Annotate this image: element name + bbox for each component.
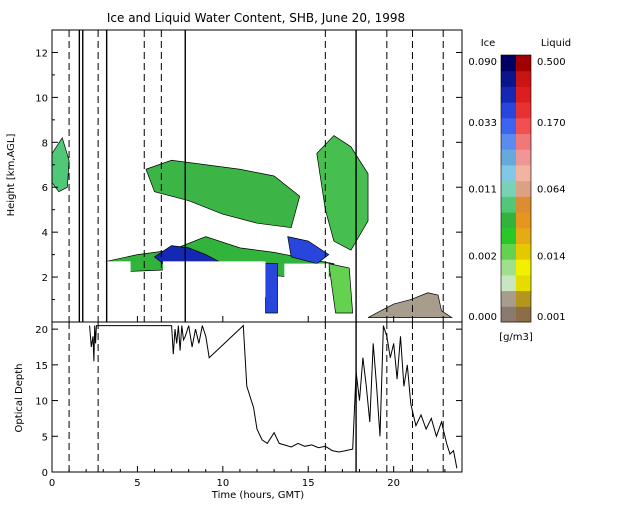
y-tick-label: 15 xyxy=(35,361,48,372)
colorbar-liquid-swatch xyxy=(516,227,531,244)
colorbar-liquid-swatch xyxy=(516,306,531,323)
top-y-axis-label: Height [km,AGL] xyxy=(6,134,17,217)
colorbar-liquid-swatch xyxy=(516,117,531,135)
y-tick-label: 2 xyxy=(42,273,48,284)
colorbar-units: [g/m3] xyxy=(499,332,533,343)
colorbar-ice-swatch xyxy=(501,274,516,292)
chart-title: Ice and Liquid Water Content, SHB, June … xyxy=(107,11,405,25)
y-tick-label: 10 xyxy=(35,93,48,104)
cloud-region xyxy=(287,236,330,264)
y-tick-label: 6 xyxy=(42,183,48,194)
colorbar-liquid-swatch xyxy=(516,133,531,150)
optical-depth-series-line xyxy=(89,324,458,469)
cloud-region xyxy=(316,135,369,251)
bottom-x-axis-label: Time (hours, GMT) xyxy=(211,490,305,501)
colorbar-ice-swatch xyxy=(501,196,516,213)
colorbar-ice-swatch xyxy=(501,259,516,276)
colorbar-liquid-swatch xyxy=(516,196,531,213)
colorbar-ice-label: Ice xyxy=(481,38,496,49)
colorbar-liquid-tick: 0.014 xyxy=(537,251,566,262)
x-tick-label: 15 xyxy=(302,478,315,489)
y-tick-label: 12 xyxy=(35,48,48,59)
colorbar-liquid-swatch xyxy=(516,164,531,182)
x-tick-label: 10 xyxy=(216,478,229,489)
colorbar-ticks: 0.090 0.033 0.011 0.002 0.000 0.500 0.170 0.064… xyxy=(468,57,565,323)
colorbar-ice-swatch xyxy=(501,290,516,307)
colorbar-liquid-swatch xyxy=(516,290,531,307)
bottom-y-ticks: 0 5 10 15 20 xyxy=(35,325,462,479)
colorbar-liquid-swatch xyxy=(516,259,531,276)
colorbar-liquid-tick: 0.500 xyxy=(537,57,566,68)
colorbar-liquid-swatch xyxy=(516,70,531,87)
colorbar-ice-swatch xyxy=(501,180,516,197)
y-tick-label: 0 xyxy=(42,468,48,479)
cloud-region xyxy=(265,263,278,314)
water-content-panel: 2 4 6 8 10 12 Height [km,AGL] xyxy=(6,29,463,323)
colorbar-liquid-swatch xyxy=(516,212,531,229)
colorbar-ice-swatch xyxy=(501,212,516,229)
clear-region xyxy=(284,263,329,316)
colorbar-ice-scale xyxy=(501,55,516,323)
bottom-x-ticks: 0 5 10 15 20 xyxy=(49,316,446,489)
colorbar-ice-swatch xyxy=(501,306,516,323)
colorbar-liquid-swatch xyxy=(516,55,531,72)
colorbar-ice-frame xyxy=(500,54,532,323)
colorbar-ice-swatch xyxy=(501,117,516,135)
cloud-region xyxy=(145,159,301,229)
colorbar-liquid-swatch xyxy=(516,274,531,292)
colorbar-liquid-swatch xyxy=(516,102,531,119)
top-y-ticks: 2 4 6 8 10 12 xyxy=(35,29,462,301)
x-tick-label: 5 xyxy=(134,478,140,489)
x-tick-label: 0 xyxy=(49,478,55,489)
colorbar-ice-swatch xyxy=(501,55,516,72)
bottom-y-axis-label: Optical Depth xyxy=(14,364,25,433)
y-tick-label: 20 xyxy=(35,325,48,336)
colorbar-ice-swatch xyxy=(501,227,516,244)
colorbar-liquid-swatch xyxy=(516,243,531,260)
bottom-plot-frame xyxy=(51,321,463,473)
colorbar-ice-swatch xyxy=(501,70,516,87)
optical-depth-panel: 0 5 10 15 20 0 5 10 15 20 Optical Depth Time (ho… xyxy=(14,316,463,501)
colorbar-ice-swatch xyxy=(501,86,516,103)
colorbar-ice-swatch xyxy=(501,149,516,166)
x-tick-label: 20 xyxy=(387,478,400,489)
colorbar-ice-tick: 0.000 xyxy=(468,312,497,323)
colorbar-ice-swatch xyxy=(501,133,516,150)
colorbar-liquid-label: Liquid xyxy=(541,38,571,49)
colorbar-liquid-tick: 0.170 xyxy=(537,118,566,129)
colorbar-ice-swatch xyxy=(501,102,516,119)
y-tick-label: 8 xyxy=(42,138,48,149)
clear-region xyxy=(163,261,266,298)
colorbar-liquid-tick: 0.001 xyxy=(537,312,566,323)
colorbar-liquid-tick: 0.064 xyxy=(537,185,566,196)
cloud-field xyxy=(51,135,453,318)
colorbar-liquid-swatch xyxy=(516,180,531,197)
top-vertical-lines xyxy=(68,30,444,322)
colorbar: Ice Liquid 0.090 0.033 0.011 0.002 0.000 0.50… xyxy=(468,38,571,343)
colorbar-ice-tick: 0.033 xyxy=(468,118,497,129)
colorbar-liquid-swatch xyxy=(516,149,531,166)
colorbar-liquid-swatch xyxy=(516,86,531,103)
colorbar-ice-tick: 0.090 xyxy=(468,57,497,68)
cloud-region xyxy=(328,263,354,314)
cloud-region xyxy=(367,292,453,318)
colorbar-liquid-scale xyxy=(516,55,531,323)
colorbar-ice-swatch xyxy=(501,164,516,182)
clear-region xyxy=(96,261,131,298)
bottom-vertical-lines xyxy=(68,322,444,472)
colorbar-ice-tick: 0.002 xyxy=(468,251,497,262)
y-tick-label: 10 xyxy=(35,397,48,408)
colorbar-ice-swatch xyxy=(501,243,516,260)
colorbar-ice-tick: 0.011 xyxy=(468,185,497,196)
y-tick-label: 5 xyxy=(42,432,48,443)
y-tick-label: 4 xyxy=(42,228,48,239)
